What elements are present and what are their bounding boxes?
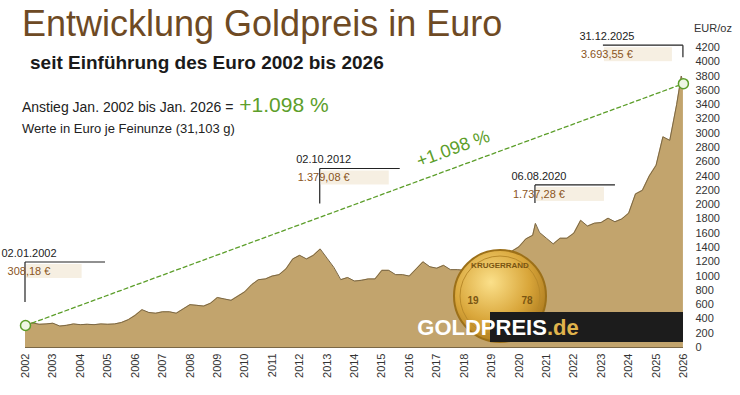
svg-text:400: 400 [696, 312, 714, 324]
svg-text:2800: 2800 [696, 141, 720, 153]
svg-text:2012: 2012 [293, 354, 305, 378]
svg-text:2021: 2021 [540, 354, 552, 378]
svg-text:06.08.2020: 06.08.2020 [511, 170, 566, 182]
svg-text:02.10.2012: 02.10.2012 [296, 153, 351, 165]
svg-text:2007: 2007 [156, 354, 168, 378]
svg-text:2018: 2018 [458, 354, 470, 378]
svg-text:+1.098 %: +1.098 % [414, 126, 493, 171]
svg-text:2023: 2023 [595, 354, 607, 378]
svg-text:02.01.2002: 02.01.2002 [1, 247, 56, 259]
svg-text:3200: 3200 [696, 112, 720, 124]
svg-text:31.12.2025: 31.12.2025 [579, 30, 634, 42]
svg-text:2019: 2019 [485, 354, 497, 378]
html-text:seit Einführung des Euro 2002: seit Einführung des Euro 2002 bis 2026 [30, 52, 384, 73]
html-text:Anstieg Jan. 2002 bis Jan. 202: Anstieg Jan. 2002 bis Jan. 2026 = +1.098… [22, 93, 329, 116]
html-text:Entwicklung Goldpreis in Euro: Entwicklung Goldpreis in Euro [22, 3, 503, 44]
svg-text:2000: 2000 [696, 198, 720, 210]
svg-text:2025: 2025 [650, 354, 662, 378]
svg-text:2010: 2010 [238, 354, 250, 378]
svg-text:2013: 2013 [321, 354, 333, 378]
svg-text:4000: 4000 [696, 55, 720, 67]
svg-text:4200: 4200 [696, 41, 720, 53]
svg-text:1400: 1400 [696, 241, 720, 253]
svg-text:3800: 3800 [696, 70, 720, 82]
svg-text:2020: 2020 [513, 354, 525, 378]
svg-text:1.737,28 €: 1.737,28 € [513, 188, 565, 200]
html-text:EUR/oz: EUR/oz [694, 22, 732, 34]
svg-text:1600: 1600 [696, 227, 720, 239]
svg-text:2022: 2022 [567, 354, 579, 378]
svg-text:2400: 2400 [696, 170, 720, 182]
svg-text:3600: 3600 [696, 84, 720, 96]
svg-text:2017: 2017 [430, 354, 442, 378]
svg-text:0: 0 [696, 341, 702, 353]
svg-text:2004: 2004 [74, 354, 86, 378]
svg-text:GOLDPREIS.de: GOLDPREIS.de [417, 315, 578, 340]
svg-text:200: 200 [696, 327, 714, 339]
svg-text:3000: 3000 [696, 127, 720, 139]
svg-text:3.693,55 €: 3.693,55 € [581, 48, 633, 60]
svg-text:2008: 2008 [184, 354, 196, 378]
svg-text:1.379,08 €: 1.379,08 € [298, 171, 350, 183]
svg-text:2006: 2006 [129, 354, 141, 378]
svg-text:2014: 2014 [348, 354, 360, 378]
svg-text:78: 78 [521, 295, 533, 306]
svg-text:308,18 €: 308,18 € [8, 265, 51, 277]
svg-text:2002: 2002 [19, 354, 31, 378]
svg-text:2009: 2009 [211, 354, 223, 378]
svg-text:3400: 3400 [696, 98, 720, 110]
svg-text:2600: 2600 [696, 155, 720, 167]
svg-text:2024: 2024 [622, 354, 634, 378]
svg-text:2200: 2200 [696, 184, 720, 196]
svg-text:1000: 1000 [696, 270, 720, 282]
svg-text:2015: 2015 [375, 354, 387, 378]
svg-text:2005: 2005 [101, 354, 113, 378]
svg-text:19: 19 [467, 295, 479, 306]
svg-text:600: 600 [696, 298, 714, 310]
svg-text:2016: 2016 [403, 354, 415, 378]
svg-text:1200: 1200 [696, 255, 720, 267]
svg-text:KRUGERRAND: KRUGERRAND [471, 261, 529, 270]
svg-text:2011: 2011 [266, 354, 278, 378]
svg-text:2026: 2026 [677, 354, 689, 378]
html-text:Werte in Euro je Feinunze (31,: Werte in Euro je Feinunze (31,103 g) [22, 121, 235, 136]
svg-text:2003: 2003 [46, 354, 58, 378]
svg-text:1800: 1800 [696, 212, 720, 224]
svg-text:800: 800 [696, 284, 714, 296]
